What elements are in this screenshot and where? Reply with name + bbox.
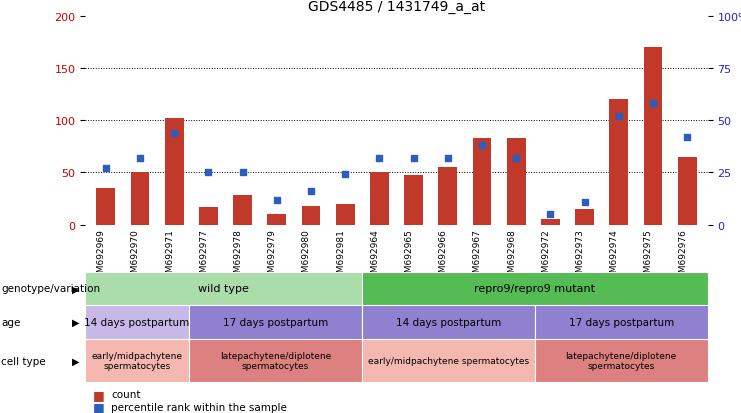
Text: repro9/repro9 mutant: repro9/repro9 mutant	[474, 284, 595, 294]
Text: wild type: wild type	[198, 284, 249, 294]
Bar	[643, 48, 662, 225]
Point	[647, 101, 659, 107]
Bar	[535, 339, 708, 382]
Bar	[541, 220, 559, 225]
Bar	[96, 189, 115, 225]
Point	[511, 155, 522, 161]
Text: GSM692965: GSM692965	[405, 229, 413, 284]
Bar	[85, 273, 362, 305]
Bar	[678, 157, 697, 225]
Point	[408, 155, 419, 161]
Text: GSM692967: GSM692967	[473, 229, 482, 284]
Bar	[362, 305, 535, 339]
Bar	[130, 173, 150, 225]
Text: 14 days postpartum: 14 days postpartum	[396, 317, 501, 327]
Text: cell type: cell type	[1, 356, 46, 366]
Text: percentile rank within the sample: percentile rank within the sample	[111, 402, 287, 412]
Point	[579, 199, 591, 205]
Bar	[609, 100, 628, 225]
Bar	[575, 209, 594, 225]
Text: GSM692968: GSM692968	[507, 229, 516, 284]
Text: 17 days postpartum: 17 days postpartum	[568, 317, 674, 327]
Bar	[268, 215, 286, 225]
Text: GSM692976: GSM692976	[678, 229, 687, 284]
Text: GSM692979: GSM692979	[268, 229, 276, 284]
Bar	[362, 273, 708, 305]
Point	[613, 113, 625, 120]
Title: GDS4485 / 1431749_a_at: GDS4485 / 1431749_a_at	[308, 0, 485, 14]
Text: GSM692969: GSM692969	[97, 229, 106, 284]
Bar	[362, 339, 535, 382]
Point	[442, 155, 453, 161]
Bar	[370, 173, 389, 225]
Point	[100, 166, 112, 172]
Bar	[535, 305, 708, 339]
Bar	[85, 339, 189, 382]
Text: GSM692975: GSM692975	[644, 229, 653, 284]
Text: ▶: ▶	[72, 317, 79, 327]
Text: latepachytene/diplotene
spermatocytes: latepachytene/diplotene spermatocytes	[220, 351, 331, 370]
Text: GSM692970: GSM692970	[131, 229, 140, 284]
Point	[373, 155, 385, 161]
Point	[476, 142, 488, 149]
Text: GSM692978: GSM692978	[233, 229, 242, 284]
Text: 14 days postpartum: 14 days postpartum	[84, 317, 190, 327]
Bar	[189, 305, 362, 339]
Bar	[336, 204, 354, 225]
Text: GSM692972: GSM692972	[542, 229, 551, 283]
Bar	[199, 207, 218, 225]
Text: age: age	[1, 317, 21, 327]
Bar	[439, 168, 457, 225]
Text: GSM692973: GSM692973	[576, 229, 585, 284]
Text: ▶: ▶	[72, 356, 79, 366]
Point	[545, 211, 556, 218]
Bar	[233, 196, 252, 225]
Point	[681, 134, 693, 141]
Text: genotype/variation: genotype/variation	[1, 284, 101, 294]
Point	[202, 170, 214, 176]
Point	[270, 197, 282, 203]
Bar	[404, 176, 423, 225]
Text: GSM692966: GSM692966	[439, 229, 448, 284]
Text: GSM692964: GSM692964	[370, 229, 379, 283]
Text: GSM692980: GSM692980	[302, 229, 311, 284]
Text: early/midpachytene spermatocytes: early/midpachytene spermatocytes	[368, 356, 529, 365]
Bar	[165, 119, 184, 225]
Text: early/midpachytene
spermatocytes: early/midpachytene spermatocytes	[92, 351, 182, 370]
Bar	[302, 206, 320, 225]
Point	[168, 130, 180, 137]
Text: latepachytene/diplotene
spermatocytes: latepachytene/diplotene spermatocytes	[565, 351, 677, 370]
Text: GSM692974: GSM692974	[610, 229, 619, 283]
Text: ▶: ▶	[72, 284, 79, 294]
Point	[305, 188, 317, 195]
Text: ■: ■	[93, 388, 104, 401]
Text: ■: ■	[93, 400, 104, 413]
Bar	[189, 339, 362, 382]
Text: GSM692971: GSM692971	[165, 229, 174, 284]
Point	[339, 172, 351, 178]
Text: count: count	[111, 389, 141, 399]
Text: 17 days postpartum: 17 days postpartum	[223, 317, 328, 327]
Bar	[507, 138, 525, 225]
Point	[236, 170, 248, 176]
Point	[134, 155, 146, 161]
Bar	[85, 305, 189, 339]
Text: GSM692977: GSM692977	[199, 229, 208, 284]
Bar	[473, 138, 491, 225]
Text: GSM692981: GSM692981	[336, 229, 345, 284]
